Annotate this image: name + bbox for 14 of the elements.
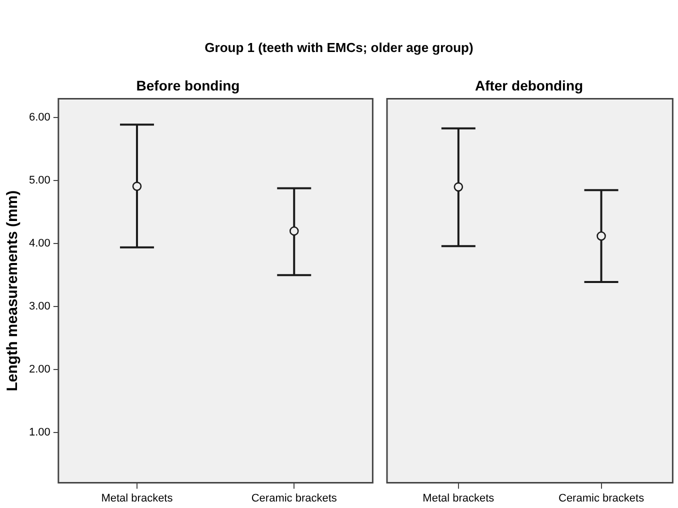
x-tick-label: Metal brackets [422, 492, 495, 504]
y-tick-label: 3.00 [28, 300, 50, 313]
y-axis-title: Length measurements (mm) [4, 190, 22, 392]
y-tick-label: 4.00 [28, 238, 50, 250]
y-tick-label: 1.00 [28, 426, 50, 438]
x-tick-label: Ceramic brackets [558, 492, 645, 504]
chart-title: Before bonding [136, 77, 240, 94]
text: Group 1 (teeth with EMCs; older age group) [204, 40, 474, 55]
y-tick-label: 5.00 [28, 174, 50, 187]
y-tick-label: 2.00 [28, 364, 50, 376]
x-tick-label: Metal brackets [101, 492, 174, 504]
y-tick-label: 6.00 [28, 112, 50, 124]
chart-title: After debonding [474, 77, 584, 94]
x-tick-label: Ceramic brackets [251, 492, 338, 504]
